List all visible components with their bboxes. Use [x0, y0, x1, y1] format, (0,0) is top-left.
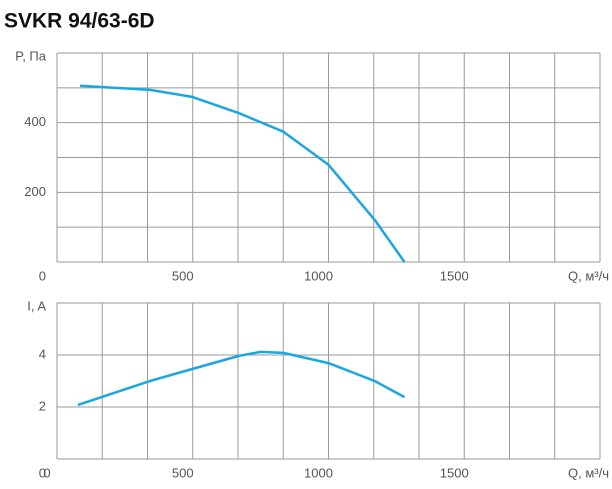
y-tick-label: 200	[24, 184, 46, 199]
x-tick-label: 1500	[440, 465, 469, 480]
y-tick-label: 4	[39, 346, 46, 361]
y-tick-label: 0	[39, 465, 46, 480]
y-tick-label: 0	[39, 268, 46, 283]
y-tick-label: 2	[39, 398, 46, 413]
x-tick-label: 1000	[304, 268, 333, 283]
x-axis-label: Q, м³/ч	[568, 268, 609, 283]
x-tick-label: 0	[43, 465, 50, 480]
y-axis-label: I, A	[27, 298, 46, 313]
curve	[77, 350, 406, 407]
chart-title: SVKR 94/63-6D	[4, 10, 155, 33]
x-tick-label: 1000	[304, 465, 333, 480]
y-axis-label: P, Па	[15, 48, 47, 63]
x-tick-label: 500	[172, 465, 194, 480]
x-tick-label: 500	[172, 268, 194, 283]
curve	[80, 84, 406, 263]
x-tick-label: 1500	[440, 268, 469, 283]
x-axis-label: Q, м³/ч	[568, 465, 609, 480]
y-tick-label: 400	[24, 114, 46, 129]
